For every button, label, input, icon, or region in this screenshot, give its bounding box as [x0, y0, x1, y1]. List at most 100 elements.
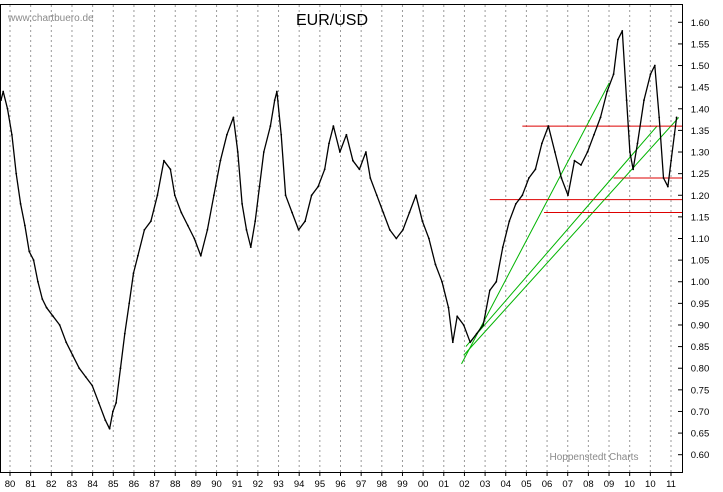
data-point [37, 280, 39, 283]
data-point [621, 30, 624, 32]
data-point [111, 410, 114, 413]
data-point [258, 185, 261, 188]
trendline [463, 117, 680, 356]
data-point [469, 341, 472, 344]
data-point [612, 73, 615, 76]
data-point [91, 384, 94, 387]
x-tick-label: 85 [108, 479, 119, 490]
data-point [369, 177, 372, 179]
data-point [108, 427, 111, 430]
trendline [461, 82, 610, 365]
data-point [123, 332, 126, 335]
data-point [625, 99, 628, 102]
data-point [275, 90, 278, 93]
data-point [199, 254, 202, 257]
y-tick-label: 0.95 [691, 299, 710, 310]
x-tick-label: 83 [67, 479, 78, 490]
x-tick-label: 09 [604, 479, 615, 490]
y-tick-label: 1.10 [691, 234, 710, 245]
data-point [673, 133, 676, 136]
data-point [338, 151, 341, 153]
x-tick-label: 91 [232, 479, 243, 490]
data-point [84, 375, 87, 378]
data-point [71, 354, 74, 357]
data-point [358, 168, 361, 171]
data-point [115, 401, 118, 404]
y-tick-label: 0.60 [691, 450, 710, 461]
x-tick-label: 96 [335, 479, 346, 490]
x-tick-label: 98 [377, 479, 388, 490]
x-tick-label: 81 [25, 479, 36, 490]
data-point [501, 246, 504, 249]
data-point [599, 116, 602, 119]
data-point [488, 289, 491, 292]
x-tick-label: 03 [480, 479, 491, 490]
data-point [232, 116, 235, 119]
data-point [136, 254, 139, 257]
data-point [345, 133, 348, 136]
data-point [52, 315, 55, 318]
data-point [128, 302, 131, 305]
x-tick-label: 90 [211, 479, 222, 490]
data-point [375, 194, 378, 197]
x-tick-label: 95 [315, 479, 326, 490]
data-point [97, 401, 100, 404]
data-point [580, 164, 582, 166]
data-point [78, 367, 81, 370]
data-point [323, 168, 326, 171]
data-point [527, 177, 530, 179]
x-tick-label: 06 [542, 479, 553, 490]
x-tick-label: 93 [273, 479, 284, 490]
data-point [666, 185, 669, 188]
data-point [245, 228, 248, 231]
data-point [104, 419, 107, 422]
data-point [441, 280, 443, 283]
x-tick-label: 05 [521, 479, 532, 490]
data-point [317, 185, 320, 188]
y-axis-ticks: 0.60 0.65 0.70 0.75 0.80 0.85 0.90 0.95 1.00 1.05… [678, 18, 709, 461]
trendline [465, 125, 658, 347]
data-point [643, 99, 645, 102]
y-tick-label: 1.45 [691, 83, 710, 94]
x-tick-label: 92 [253, 479, 264, 490]
data-point [119, 367, 122, 370]
x-tick-label: 00 [418, 479, 429, 490]
y-tick-label: 1.00 [691, 277, 710, 288]
chart-title: EUR/USD [296, 12, 368, 29]
x-tick-label: 10 [645, 479, 656, 490]
data-point [19, 203, 22, 205]
y-tick-label: 0.75 [691, 385, 710, 396]
data-point [401, 228, 404, 231]
data-point [65, 341, 68, 344]
data-point [414, 194, 417, 197]
data-point [475, 332, 478, 335]
plot-frame [0, 4, 683, 473]
data-point [554, 151, 556, 153]
data-point [212, 194, 215, 197]
data-point [395, 237, 398, 240]
data-point [514, 203, 517, 205]
x-tick-label: 82 [46, 479, 57, 490]
data-point [328, 142, 330, 145]
data-point [521, 194, 524, 197]
y-tick-label: 1.50 [691, 61, 710, 72]
data-point [262, 151, 265, 153]
data-point [6, 107, 9, 110]
data-point [649, 73, 652, 76]
data-point [58, 324, 61, 326]
data-point [658, 116, 661, 119]
data-point [617, 38, 619, 41]
x-tick-label: 87 [149, 479, 160, 490]
data-point [156, 194, 159, 197]
data-point [547, 125, 550, 127]
y-tick-label: 1.30 [691, 148, 710, 159]
data-point [593, 133, 595, 136]
data-point [451, 341, 454, 344]
x-tick-label: 07 [562, 479, 573, 490]
data-point [193, 237, 196, 240]
data-point [534, 168, 537, 171]
x-tick-label: 94 [294, 479, 305, 490]
data-point [636, 142, 639, 145]
data-point [495, 280, 498, 283]
